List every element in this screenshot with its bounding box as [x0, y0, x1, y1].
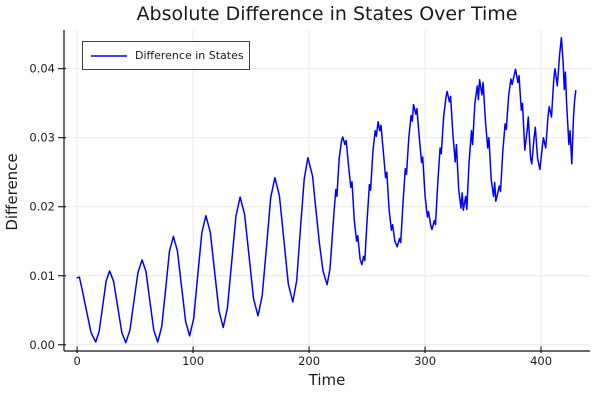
- legend-line-swatch: [91, 54, 127, 57]
- y-tick-label: 0.02: [29, 200, 55, 214]
- y-tick-label: 0.01: [29, 269, 55, 283]
- x-tick-label: 300: [414, 354, 436, 368]
- x-tick-label: 0: [73, 354, 80, 368]
- x-tick-label: 400: [530, 354, 552, 368]
- y-axis-title: Difference: [3, 153, 21, 231]
- y-tick-label: 0.04: [29, 62, 55, 76]
- y-tick-label: 0.00: [29, 338, 55, 352]
- y-tick-label: 0.03: [29, 131, 55, 145]
- chart-title: Absolute Difference in States Over Time: [136, 3, 518, 25]
- legend-label: Difference in States: [135, 49, 244, 62]
- x-tick-label: 100: [182, 354, 204, 368]
- legend: Difference in States: [82, 41, 250, 70]
- x-axis-title: Time: [308, 371, 346, 389]
- series-line: [76, 36, 577, 344]
- x-tick-label: 200: [298, 354, 320, 368]
